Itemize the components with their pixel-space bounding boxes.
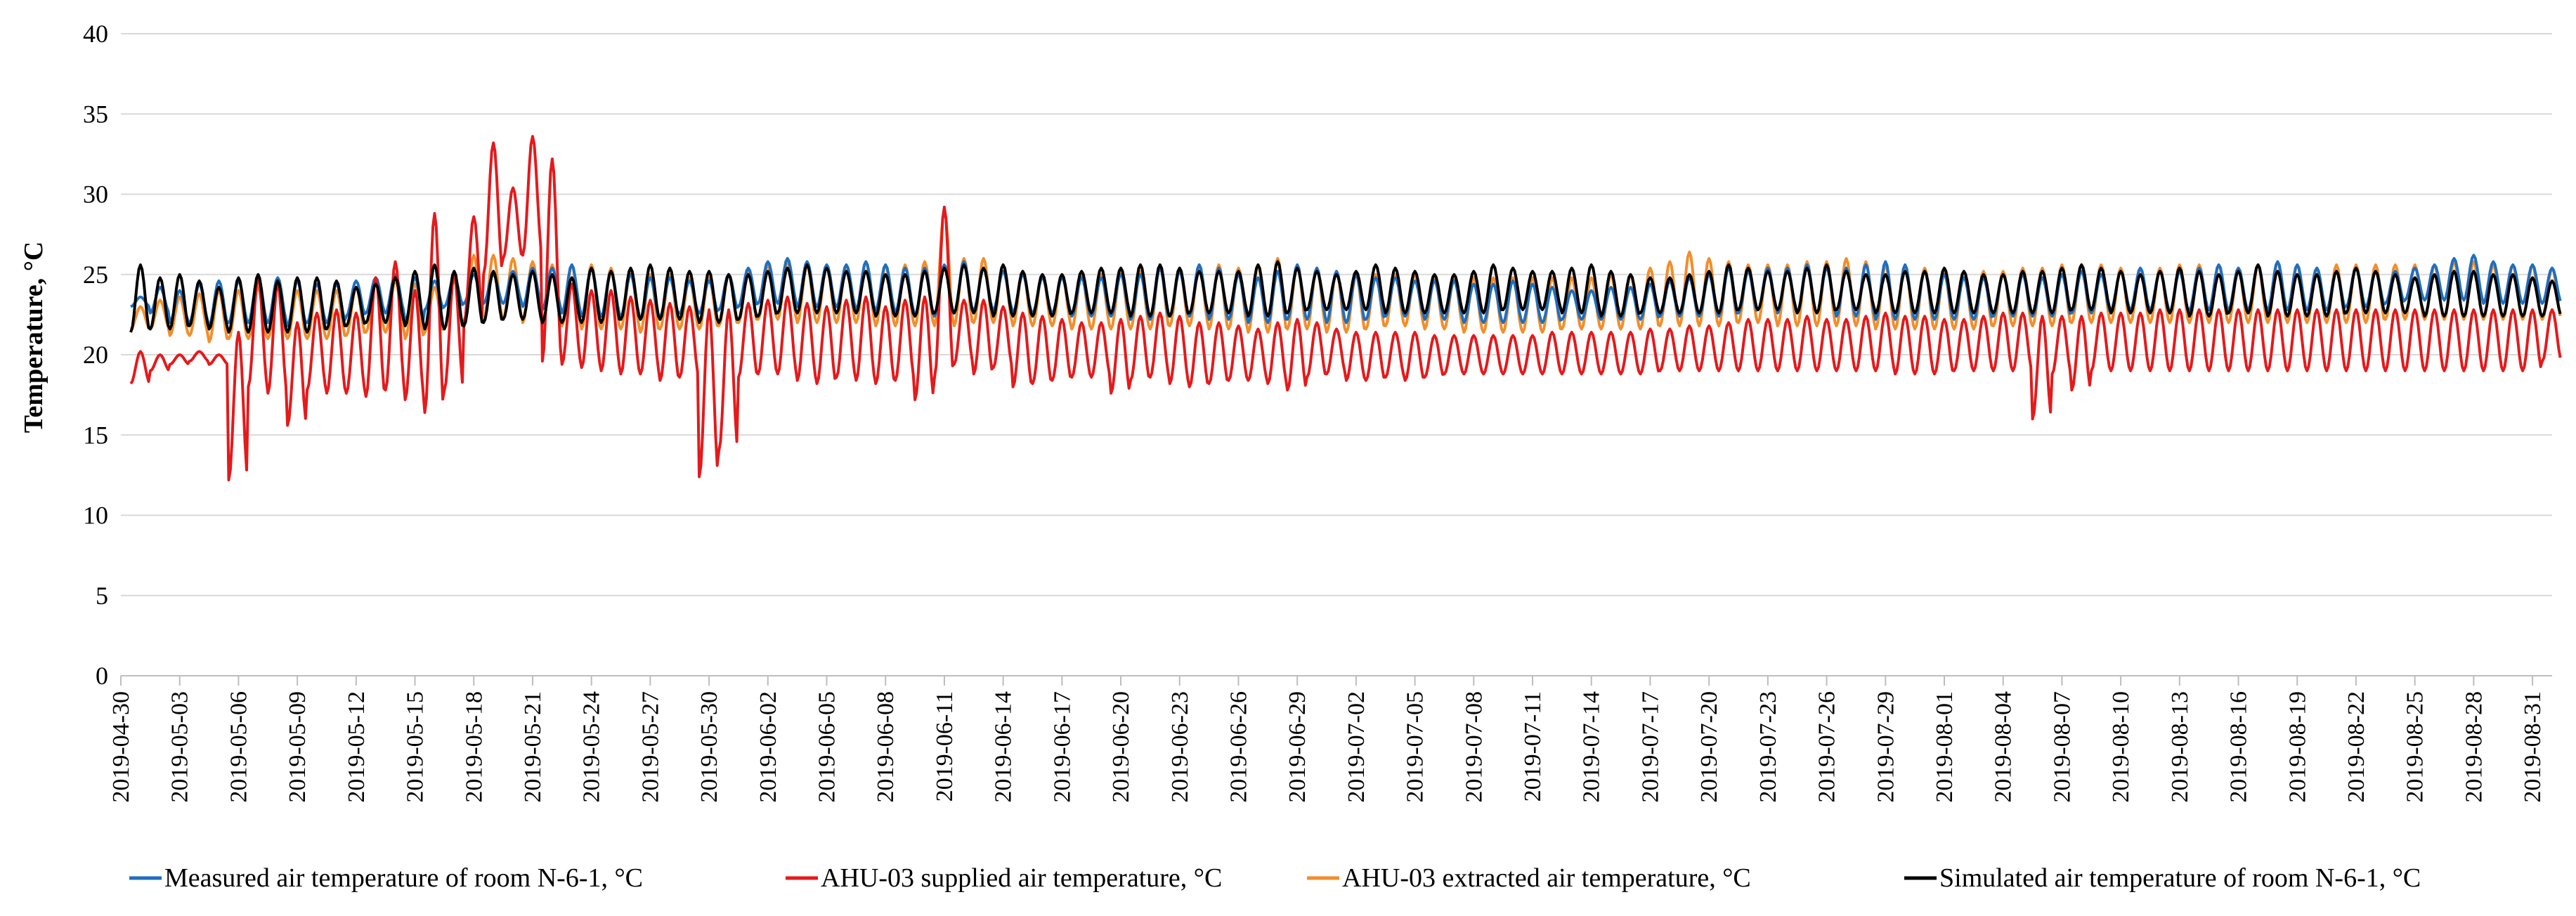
y-tick-label: 25 [83,261,108,289]
x-tick-label: 2019-08-07 [2049,691,2075,803]
y-tick-label: 10 [83,502,108,530]
y-tick-label: 0 [96,662,108,690]
x-tick-label: 2019-05-15 [403,691,429,803]
legend: Measured air temperature of room N-6-1, … [129,863,2421,893]
series-line [129,135,2562,482]
x-tick-label: 2019-07-29 [1873,691,1899,803]
x-tick-label: 2019-05-21 [520,691,546,803]
x-tick-label: 2019-07-02 [1344,691,1370,803]
x-tick-label: 2019-08-01 [1932,691,1958,803]
x-tick-label: 2019-06-23 [1167,691,1193,803]
x-tick-label: 2019-08-28 [2461,691,2487,803]
y-tick-label: 15 [83,421,108,449]
y-axis-ticks: 0 5 10 15 20 25 30 35 40 [83,20,108,690]
y-axis-title: Temperature, °C [19,242,48,433]
x-tick-label: 2019-07-05 [1403,691,1429,803]
x-tick-label: 2019-08-16 [2226,691,2252,803]
series-line [129,260,2562,334]
x-tick-label: 2019-08-04 [1991,691,2017,803]
x-tick-label: 2019-07-11 [1520,691,1546,802]
x-tick-label: 2019-07-17 [1637,691,1663,803]
x-tick-label: 2019-07-08 [1461,691,1487,803]
x-tick-label: 2019-05-12 [344,691,370,803]
x-tick-label: 2019-05-30 [696,691,722,803]
legend-label: AHU-03 supplied air temperature, °C [821,863,1222,893]
series-layer [129,135,2562,482]
x-tick-label: 2019-08-10 [2108,691,2134,803]
x-tick-label: 2019-06-17 [1049,691,1075,803]
x-tick-label: 2019-06-02 [755,691,781,803]
x-tick-label: 2019-05-06 [226,691,252,803]
x-tick-label: 2019-08-31 [2520,691,2546,803]
x-tick-label: 2019-08-13 [2167,691,2193,803]
legend-label: Measured air temperature of room N-6-1, … [164,863,643,893]
y-tick-label: 5 [96,582,108,610]
y-tick-label: 40 [83,20,108,48]
x-tick-label: 2019-05-03 [167,691,193,803]
x-tick-label: 2019-06-11 [932,691,958,802]
y-tick-label: 20 [83,341,108,369]
x-tick-label: 2019-05-27 [637,691,663,803]
x-tick-label: 2019-06-20 [1108,691,1134,803]
x-tick-label: 2019-06-26 [1225,691,1251,803]
x-tick-label: 2019-08-19 [2284,691,2310,803]
x-tick-label: 2019-06-29 [1284,691,1310,803]
x-axis [120,675,2552,686]
x-tick-label: 2019-05-09 [285,691,311,803]
x-tick-label: 2019-07-23 [1755,691,1781,803]
x-tick-label: 2019-08-22 [2343,691,2369,803]
x-tick-label: 2019-06-08 [873,691,899,803]
x-tick-label: 2019-07-14 [1579,691,1605,803]
x-axis-ticks: 2019-04-30 2019-05-03 2019-05-06 2019-05-09… [108,691,2546,803]
x-tick-label: 2019-07-26 [1814,691,1840,803]
x-tick-label: 2019-06-05 [814,691,840,803]
legend-label: Simulated air temperature of room N-6-1,… [1939,863,2421,893]
x-tick-label: 2019-05-18 [461,691,487,803]
x-tick-label: 2019-05-24 [579,691,605,803]
y-tick-label: 30 [83,181,108,209]
x-tick-label: 2019-08-25 [2402,691,2428,803]
x-tick-label: 2019-07-20 [1696,691,1722,803]
x-tick-label: 2019-04-30 [108,691,134,803]
legend-label: AHU-03 extracted air temperature, °C [1342,863,1751,893]
x-tick-label: 2019-06-14 [991,691,1017,803]
y-tick-label: 35 [83,100,108,128]
